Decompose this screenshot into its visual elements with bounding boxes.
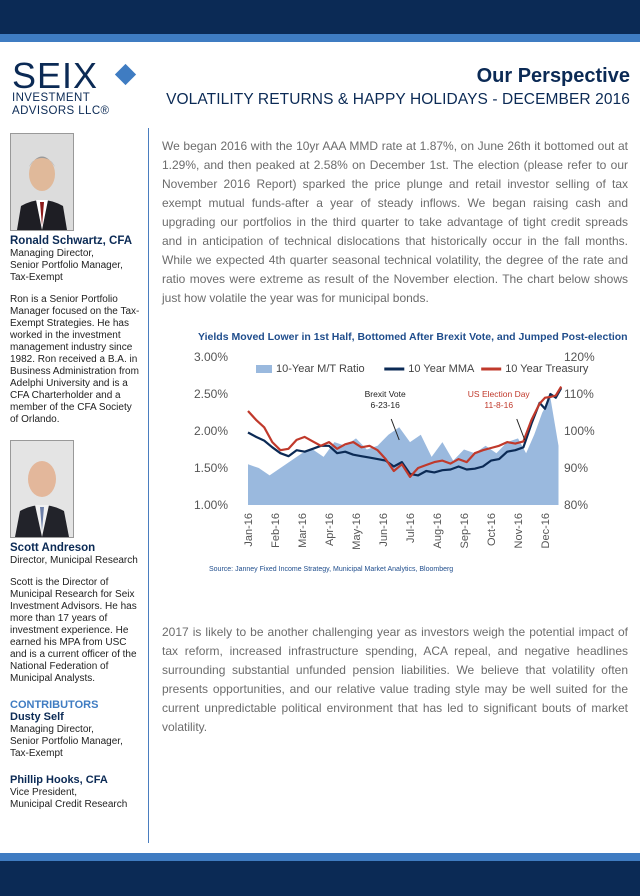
y-right-tick-label: 80% (564, 498, 588, 512)
person-role: Managing Director, Senior Portfolio Mana… (10, 248, 142, 284)
portrait-photo (10, 440, 74, 538)
portrait-illustration (11, 441, 73, 537)
person-bio: Scott is the Director of Municipal Resea… (10, 577, 137, 684)
annotation-arrow (516, 418, 526, 441)
role-line: Managing Director, (10, 724, 94, 735)
y-right-tick-label: 120% (564, 350, 595, 364)
annotation-label: Brexit Vote (365, 389, 406, 399)
legend-label: 10 Year MMA (408, 363, 475, 375)
role-line: Senior Portfolio Manager, (10, 260, 123, 271)
seix-logo: SEIX INVESTMENT ADVISORS LLC® (12, 55, 137, 118)
y-right-tick-label: 110% (564, 387, 594, 401)
contributor-name: Phillip Hooks, CFA (10, 774, 108, 786)
x-tick-label: Jul-16 (405, 513, 417, 543)
y-left-tick-label: 2.50% (194, 387, 228, 401)
page-title: Our Perspective (476, 65, 630, 87)
series-area-0 (248, 397, 559, 505)
role-line: Vice President, (10, 787, 78, 798)
x-tick-label: Sep-16 (459, 513, 471, 548)
bottom-accent-stripe (0, 853, 640, 861)
x-tick-label: Jun-16 (378, 513, 390, 547)
x-tick-label: Jan-16 (243, 513, 255, 547)
x-tick-label: Feb-16 (270, 513, 282, 548)
x-tick-label: May-16 (351, 513, 363, 550)
role-line: Senior Portfolio Manager, (10, 736, 123, 747)
portrait-illustration (11, 134, 73, 230)
column-divider (148, 128, 149, 843)
chart-source: Source: Janney Fixed Income Strategy, Mu… (209, 566, 454, 573)
series-line-2 (247, 386, 563, 478)
x-tick-label: Aug-16 (432, 513, 444, 548)
logo-line-1: INVESTMENT (12, 92, 91, 104)
logo-wordmark: SEIX (12, 55, 99, 96)
legend-label: 10-Year M/T Ratio (276, 363, 365, 375)
body-paragraph-1: We began 2016 with the 10yr AAA MMD rate… (162, 139, 628, 305)
role-line: Tax-Exempt (10, 748, 63, 759)
yield-chart: 3.00% 2.50% 2.00% 1.50% 1.00% 120% 110% 100% 90%… (194, 350, 595, 550)
role-line: Tax-Exempt (10, 272, 63, 283)
person-bio: Ron is a Senior Portfolio Manager focuse… (10, 294, 140, 425)
x-tick-label: Apr-16 (324, 513, 336, 546)
annotation-label: US Election Day (468, 389, 531, 399)
page-subtitle: VOLATILITY RETURNS & HAPPY HOLIDAYS - DE… (166, 91, 630, 108)
y-left-tick-label: 3.00% (194, 350, 228, 364)
bottom-banner (0, 861, 640, 896)
sidebar: Ronald Schwartz, CFA Managing Director, … (10, 133, 142, 811)
top-banner (0, 0, 640, 34)
legend-label: 10 Year Treasury (505, 363, 589, 375)
body-paragraph-2: 2017 is likely to be another challenging… (162, 625, 628, 734)
person-name: Scott Andreson (10, 542, 96, 554)
y-left-tick-label: 2.00% (194, 424, 228, 438)
y-left-tick-label: 1.00% (194, 498, 228, 512)
y-left-tick-label: 1.50% (194, 461, 228, 475)
chart-title: Yields Moved Lower in 1st Half, Bottomed… (198, 331, 628, 343)
top-accent-stripe (0, 34, 640, 42)
person-name: Ronald Schwartz, CFA (10, 235, 133, 247)
role-line: Municipal Credit Research (10, 799, 128, 810)
x-tick-label: Oct-16 (486, 513, 498, 546)
portrait-photo (10, 133, 74, 231)
logo-line-2: ADVISORS LLC® (12, 105, 110, 117)
annotation-label: 11-8-16 (484, 400, 513, 410)
x-tick-label: Dec-16 (540, 513, 552, 548)
person-role: Director, Municipal Research (10, 555, 138, 566)
contributor-name: Dusty Self (10, 711, 64, 723)
x-tick-label: Nov-16 (513, 513, 525, 548)
annotation-label: 6-23-16 (371, 400, 401, 410)
y-right-tick-label: 100% (564, 424, 595, 438)
legend-swatch (256, 365, 272, 373)
y-right-tick-label: 90% (564, 461, 588, 475)
series-line-1 (247, 387, 563, 477)
x-tick-label: Mar-16 (297, 513, 309, 548)
annotation-arrow (390, 418, 400, 441)
role-line: Managing Director, (10, 248, 94, 259)
contributors-heading: CONTRIBUTORS (10, 699, 99, 711)
